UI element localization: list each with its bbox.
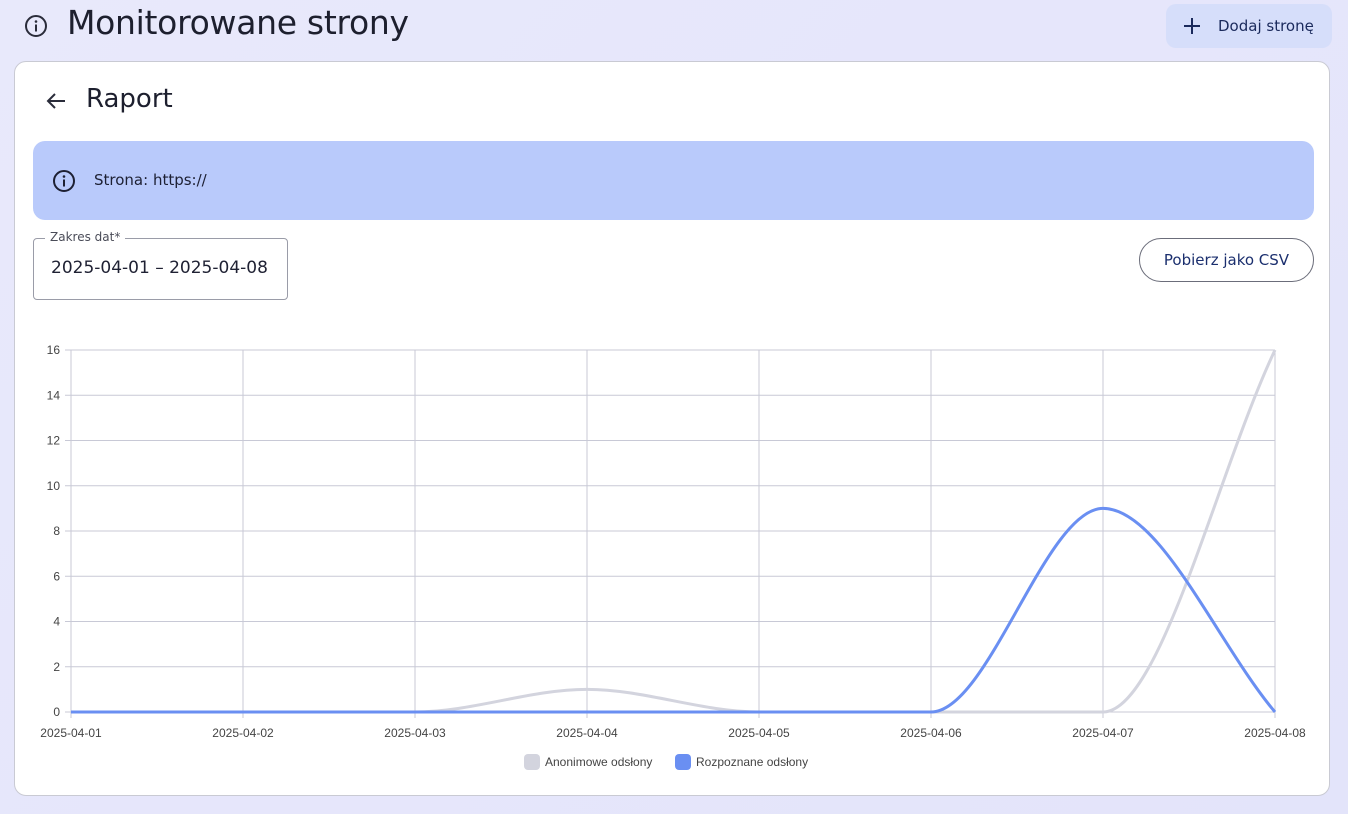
- x-tick-label: 2025-04-03: [384, 726, 446, 740]
- info-icon[interactable]: [24, 14, 48, 38]
- date-range-label: Zakres dat*: [45, 230, 126, 244]
- banner-text: Strona: https://: [94, 171, 207, 189]
- y-tick-label: 10: [47, 479, 61, 493]
- legend-swatch: [675, 754, 691, 770]
- report-title: Raport: [86, 84, 173, 114]
- add-page-button-label: Dodaj stronę: [1218, 17, 1314, 35]
- back-arrow-icon[interactable]: [45, 90, 67, 112]
- info-icon: [53, 170, 75, 192]
- download-csv-button-label: Pobierz jako CSV: [1163, 251, 1290, 269]
- x-tick-label: 2025-04-01: [40, 726, 102, 740]
- x-tick-label: 2025-04-06: [900, 726, 962, 740]
- x-tick-label: 2025-04-05: [728, 726, 790, 740]
- add-page-button[interactable]: Dodaj stronę: [1166, 4, 1332, 48]
- y-tick-label: 4: [53, 615, 60, 629]
- date-range-value: 2025-04-01 – 2025-04-08: [51, 258, 268, 278]
- download-csv-button[interactable]: Pobierz jako CSV: [1139, 238, 1314, 282]
- y-tick-label: 14: [47, 388, 61, 402]
- info-banner: Strona: https://: [33, 141, 1314, 220]
- y-tick-label: 2: [53, 660, 60, 674]
- y-tick-label: 16: [47, 343, 61, 357]
- y-tick-label: 8: [53, 524, 60, 538]
- x-tick-label: 2025-04-07: [1072, 726, 1134, 740]
- plus-icon: [1184, 18, 1200, 34]
- x-tick-label: 2025-04-08: [1244, 726, 1306, 740]
- top-bar: Monitorowane strony Dodaj stronę: [0, 0, 1348, 52]
- legend-label: Anonimowe odsłony: [545, 755, 652, 769]
- page-title: Monitorowane strony: [67, 3, 409, 42]
- x-tick-label: 2025-04-04: [556, 726, 618, 740]
- legend-label: Rozpoznane odsłony: [696, 755, 808, 769]
- y-tick-label: 12: [47, 434, 61, 448]
- legend-swatch: [524, 754, 540, 770]
- date-range-field[interactable]: Zakres dat* 2025-04-01 – 2025-04-08: [33, 230, 288, 300]
- views-line-chart: 0 2 4 6 8 10 12 14 16 2025-04-01 2025-04-02 2025-04…: [40, 343, 1306, 770]
- y-tick-label: 0: [53, 705, 60, 719]
- report-card: Raport Strona: https:// Zakres dat* 2025…: [14, 61, 1330, 796]
- x-tick-label: 2025-04-02: [212, 726, 274, 740]
- y-tick-label: 6: [53, 569, 60, 583]
- series-line: [70, 506, 1277, 714]
